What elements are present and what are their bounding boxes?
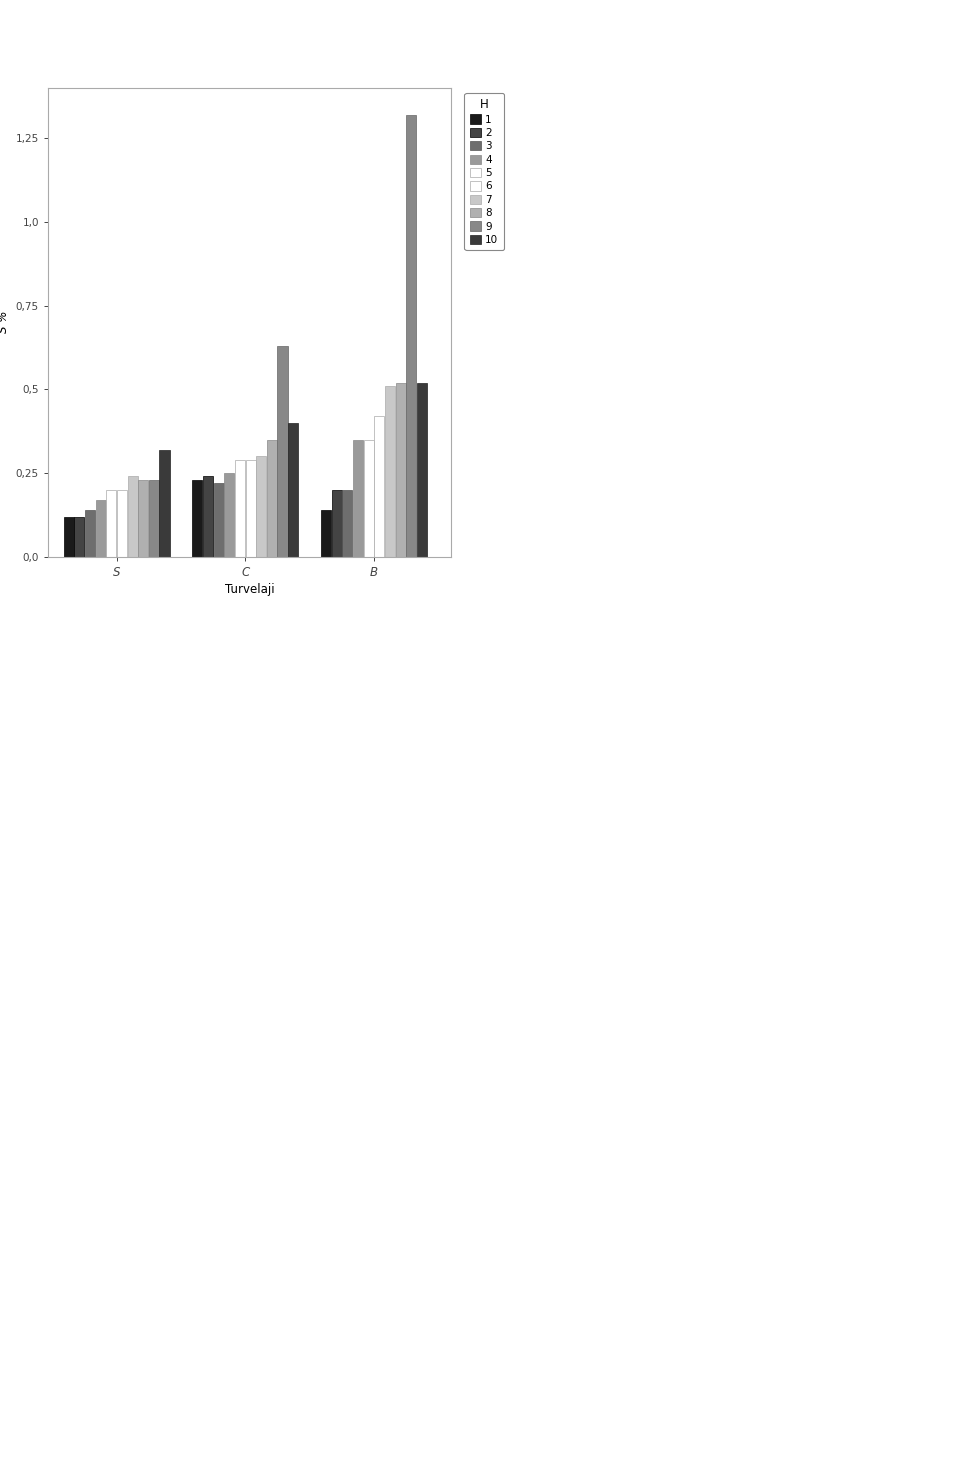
Legend: 1, 2, 3, 4, 5, 6, 7, 8, 9, 10: 1, 2, 3, 4, 5, 6, 7, 8, 9, 10: [465, 94, 504, 251]
Bar: [85, 510, 95, 557]
Bar: [364, 440, 373, 557]
Bar: [117, 489, 127, 557]
Bar: [96, 500, 106, 557]
Bar: [214, 483, 224, 557]
Bar: [128, 476, 137, 557]
Bar: [343, 489, 352, 557]
Bar: [138, 479, 148, 557]
Bar: [321, 510, 331, 557]
Y-axis label: S %: S %: [0, 311, 11, 334]
Bar: [74, 517, 84, 557]
Bar: [374, 416, 384, 557]
Bar: [256, 456, 266, 557]
Bar: [406, 114, 417, 557]
Bar: [267, 440, 276, 557]
Bar: [396, 382, 406, 557]
Bar: [225, 473, 234, 557]
Bar: [353, 440, 363, 557]
Bar: [288, 423, 299, 557]
Bar: [203, 476, 213, 557]
Bar: [235, 460, 245, 557]
Bar: [246, 460, 255, 557]
X-axis label: Turvelaji: Turvelaji: [225, 583, 275, 596]
Bar: [159, 450, 170, 557]
Bar: [277, 346, 288, 557]
Bar: [63, 517, 74, 557]
Bar: [107, 489, 116, 557]
Bar: [192, 479, 203, 557]
Bar: [332, 489, 342, 557]
Bar: [149, 479, 159, 557]
Bar: [385, 385, 395, 557]
Bar: [417, 382, 427, 557]
